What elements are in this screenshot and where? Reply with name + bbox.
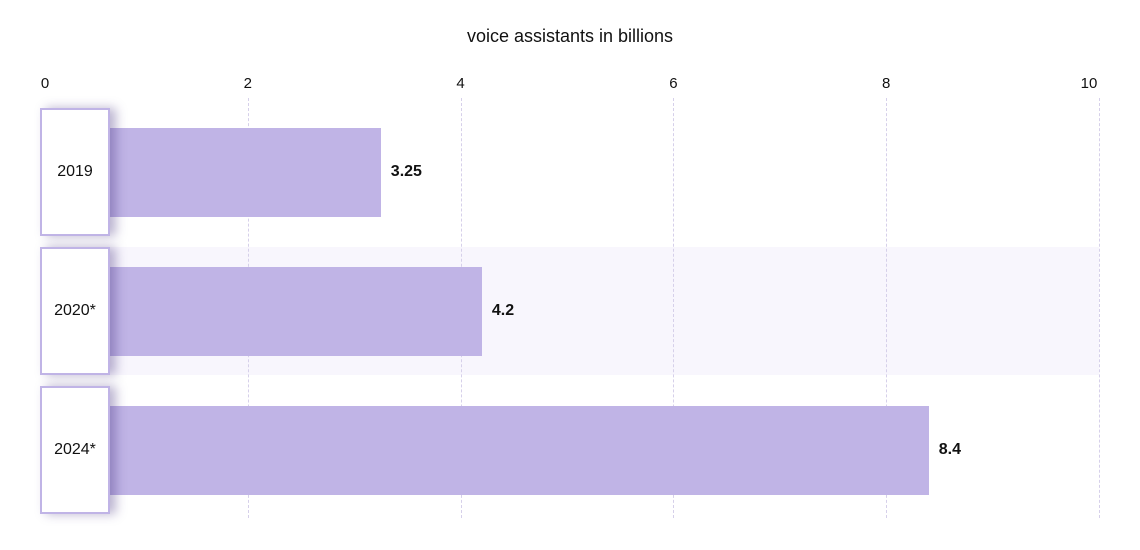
x-tick-label: 0: [40, 75, 50, 92]
x-tick-label: 10: [1080, 75, 1098, 92]
bar: [108, 267, 482, 356]
category-label: 2020*: [40, 247, 110, 375]
category-label: 2024*: [40, 386, 110, 514]
bar: [108, 406, 929, 495]
x-tick-label: 4: [456, 75, 465, 92]
x-tick-label: 8: [882, 75, 891, 92]
category-label: 2019: [40, 108, 110, 236]
gridline: [886, 98, 888, 518]
data-label: 8.4: [938, 441, 961, 458]
x-tick-label: 6: [669, 75, 678, 92]
chart-title: voice assistants in billions: [466, 26, 674, 46]
data-label: 3.25: [390, 163, 422, 180]
data-label: 4.2: [491, 302, 515, 319]
bar: [108, 128, 381, 217]
x-tick-label: 2: [243, 75, 252, 92]
gridline: [673, 98, 675, 518]
gridline: [1099, 98, 1100, 518]
